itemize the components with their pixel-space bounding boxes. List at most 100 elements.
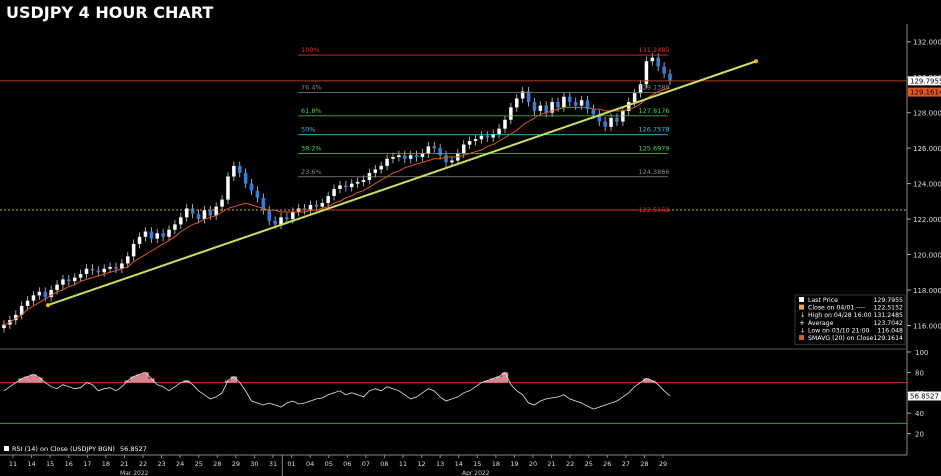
date-tick-label: 15 — [46, 460, 54, 468]
price-tick-label: 120.000 — [913, 252, 941, 260]
candle-body — [420, 153, 425, 158]
date-tick-label: 24 — [176, 460, 184, 468]
candle-body — [167, 229, 171, 237]
candle-body — [161, 233, 165, 237]
candle-body — [208, 210, 213, 216]
legend-label: SMAVG (20) on Close — [808, 335, 873, 342]
candle-body — [573, 102, 578, 106]
candle-body — [562, 96, 566, 108]
candle-body — [90, 268, 95, 271]
candle-body — [373, 169, 378, 173]
candle-body — [414, 155, 419, 158]
date-tick-label: 29 — [232, 460, 240, 468]
fib-level-value: 124.3866 — [638, 168, 669, 176]
candle-body — [137, 236, 142, 244]
candle-body — [55, 284, 59, 291]
chart-title: USDJPY 4 HOUR CHART — [6, 3, 213, 22]
candle-body — [184, 208, 189, 218]
candle-body — [2, 324, 6, 329]
date-tick-label: 18 — [102, 460, 110, 468]
candle-body — [479, 135, 484, 140]
candle-body — [291, 211, 295, 220]
candle-body — [237, 165, 242, 173]
candle-body — [232, 165, 236, 177]
price-tick-label: 122.000 — [913, 216, 941, 224]
price-tag-label: 129.7955 — [910, 77, 941, 85]
date-tick-label: 15 — [473, 460, 481, 468]
candle-body — [361, 180, 366, 182]
candle-body — [509, 107, 513, 120]
candle-body — [626, 102, 631, 111]
candle-body — [190, 208, 195, 214]
fib-level-value: 129.1389 — [638, 83, 669, 91]
candle-body — [261, 197, 266, 211]
candle-body — [473, 139, 478, 142]
candle-body — [615, 117, 619, 122]
date-tick-label: 21 — [547, 460, 555, 468]
date-tick-label: 13 — [436, 460, 444, 468]
date-tick-label: 28 — [640, 460, 648, 468]
legend-value: 129.1614 — [873, 335, 903, 342]
legend: Last Price 129.7955 Close on 04/01 ---- 122… — [794, 294, 906, 346]
date-tick-label: 11 — [9, 460, 17, 468]
candle-body — [450, 160, 454, 163]
candle-body — [108, 266, 112, 269]
candle-body — [397, 155, 401, 158]
candle-body — [609, 117, 613, 127]
legend-value: 131.2485 — [873, 312, 903, 319]
candle-body — [668, 73, 672, 81]
rsi-tick-label: 20 — [915, 431, 924, 439]
price-tag — [908, 87, 941, 97]
candle-body — [155, 233, 159, 239]
candle-body — [220, 199, 224, 207]
candle-body — [503, 119, 507, 129]
candle-body — [520, 91, 525, 99]
rsi-legend-value: 56.8527 — [120, 445, 147, 453]
candle-body — [308, 204, 313, 211]
price-tick-label: 128.000 — [913, 110, 941, 118]
candle-body — [408, 155, 413, 159]
candle-body — [37, 291, 42, 296]
trendline — [47, 60, 757, 307]
fib-level-value: 122.5152 — [638, 206, 669, 214]
price-tick-label: 116.000 — [913, 322, 941, 330]
month-label: Apr 2022 — [462, 470, 490, 476]
candle-body — [467, 141, 472, 145]
legend-marker — [799, 297, 804, 302]
candle-body — [131, 243, 136, 257]
candle-body — [61, 279, 65, 285]
candle-body — [19, 305, 24, 315]
candle-body — [544, 105, 548, 113]
candle-body — [579, 100, 584, 106]
fib-level-pct: 50% — [301, 126, 315, 134]
date-tick-label: 16 — [65, 460, 73, 468]
candle-body — [444, 155, 448, 163]
candle-body — [603, 121, 607, 127]
candle-body — [526, 91, 531, 103]
fib-level-value: 131.2485 — [638, 46, 669, 54]
candle-body — [550, 102, 554, 113]
candle-body — [267, 210, 271, 221]
candle-body — [120, 263, 124, 269]
date-tick-label: 20 — [529, 460, 537, 468]
legend-value: 129.7955 — [873, 297, 903, 304]
price-tick-label: 118.000 — [913, 287, 941, 295]
fib-level-pct: 76.4% — [301, 83, 322, 91]
rsi-legend-label: RSI (14) on Close (USDJPY BGN) — [12, 445, 115, 453]
rsi-tick-label: 40 — [915, 410, 924, 418]
candle-body — [243, 172, 248, 184]
candle-body — [426, 146, 431, 154]
rsi-value-tag — [908, 391, 941, 401]
candle-body — [491, 133, 495, 138]
candle-body — [49, 290, 53, 298]
candle-body — [314, 204, 319, 207]
date-tick-label: 05 — [325, 460, 333, 468]
candle-body — [556, 102, 560, 108]
candle-body — [14, 314, 18, 321]
legend-label: Average — [808, 320, 834, 327]
legend-value: 122.5152 — [873, 305, 903, 312]
candle-body — [202, 210, 207, 220]
candle-body — [279, 217, 283, 225]
legend-label: Low on 03/10 21:00 — [808, 327, 870, 334]
legend-marker-plus: + — [799, 319, 805, 327]
